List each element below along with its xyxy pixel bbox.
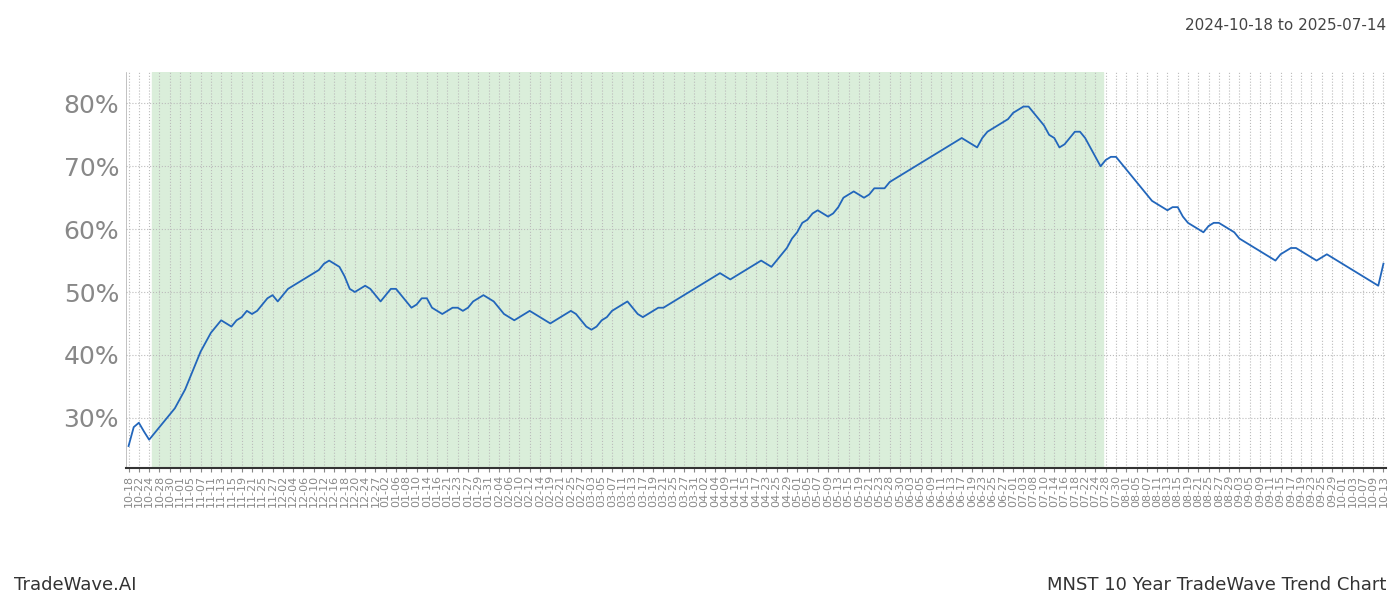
Bar <box>151 72 1103 468</box>
Text: MNST 10 Year TradeWave Trend Chart: MNST 10 Year TradeWave Trend Chart <box>1047 576 1386 594</box>
Text: 2024-10-18 to 2025-07-14: 2024-10-18 to 2025-07-14 <box>1184 18 1386 33</box>
Text: TradeWave.AI: TradeWave.AI <box>14 576 137 594</box>
